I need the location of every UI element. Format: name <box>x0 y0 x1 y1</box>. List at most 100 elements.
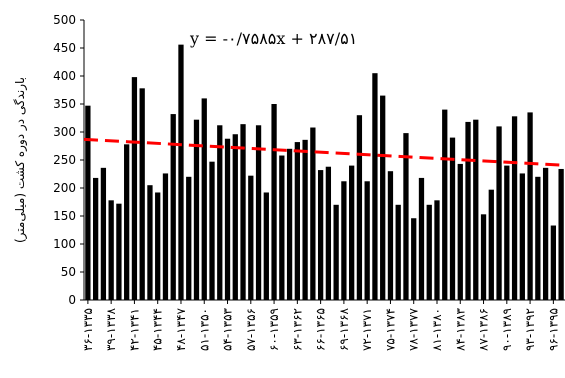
y-tick-label: 150 <box>53 209 76 223</box>
x-tick-label: ۹۶-۱۳۹۵ <box>546 308 560 351</box>
bar <box>217 125 223 300</box>
x-tick-label: ۸۱-۱۳۸۰ <box>430 308 444 351</box>
y-tick-label: 50 <box>61 265 76 279</box>
x-tick-label: ۳۶-۱۳۳۵ <box>81 308 95 351</box>
y-tick-label: 350 <box>53 97 76 111</box>
bar <box>93 177 99 300</box>
x-tick-label: ۴۵-۱۳۴۴ <box>151 308 165 351</box>
bar <box>116 203 122 300</box>
y-axis-label: بارندگی در دوره کشت (میلی‌متر) <box>13 77 28 243</box>
x-tick-label: ۶۳-۱۳۶۲ <box>290 308 304 351</box>
bar <box>449 137 456 300</box>
y-tick-label: 450 <box>53 41 76 55</box>
bar <box>333 204 339 300</box>
bar <box>201 98 207 301</box>
bar <box>418 177 425 300</box>
x-tick-label: ۹۰-۱۳۸۹ <box>500 308 514 351</box>
bar <box>426 204 432 300</box>
bar <box>286 148 293 300</box>
bar <box>178 44 184 300</box>
bar <box>387 171 394 300</box>
bar <box>224 138 231 300</box>
x-tick-label: ۶۶-۱۳۶۵ <box>314 308 328 351</box>
bar <box>372 73 378 300</box>
bar <box>403 133 409 300</box>
bar <box>85 105 91 301</box>
x-tick-label: ۷۵-۱۳۷۴ <box>383 308 397 351</box>
bar <box>124 144 130 300</box>
bar <box>434 200 440 300</box>
bar <box>209 161 215 300</box>
bar <box>108 200 114 300</box>
bar <box>232 134 238 300</box>
x-tick-label: ۳۹-۱۳۳۸ <box>104 307 118 351</box>
bar <box>302 139 308 300</box>
bar <box>155 192 161 300</box>
x-tick-label: ۶۹-۱۳۶۸ <box>337 307 351 351</box>
trendline-equation: y = -۰/۷۵۸۵x + ۲۸۷/۵۱ <box>189 29 357 48</box>
x-tick-label: ۸۴-۱۳۸۳ <box>453 307 467 351</box>
x-tick-label: ۶۰-۱۳۵۹ <box>267 308 281 351</box>
x-tick-label: ۸۷-۱۳۸۶ <box>477 308 491 351</box>
bar <box>279 155 285 300</box>
y-tick-label: 0 <box>68 293 76 307</box>
y-tick-label: 500 <box>53 13 76 27</box>
bar <box>131 77 138 301</box>
bar <box>100 167 107 300</box>
x-tick-label: ۷۲-۱۳۷۱ <box>360 308 374 351</box>
bar <box>473 119 479 301</box>
bar <box>550 225 557 300</box>
bar <box>465 121 471 300</box>
bar <box>395 204 401 300</box>
x-tick-label: ۷۸-۱۳۷۷ <box>407 307 421 351</box>
bar <box>558 168 564 300</box>
bar <box>271 104 277 300</box>
x-tick-label: ۵۴-۱۳۵۳ <box>221 307 235 351</box>
x-tick-label: ۵۱-۱۳۵۰ <box>197 308 211 351</box>
x-tick-label: ۵۷-۱۳۵۶ <box>244 308 258 351</box>
bar <box>380 95 386 300</box>
bar <box>186 176 192 300</box>
x-tick-label: ۴۲-۱۳۴۱ <box>127 308 141 351</box>
bar <box>442 109 448 300</box>
bar <box>519 173 525 300</box>
bar <box>325 166 332 300</box>
bar <box>488 189 494 300</box>
bar <box>364 181 370 300</box>
bar <box>248 175 254 300</box>
y-tick-label: 300 <box>53 125 76 139</box>
bar <box>496 126 502 301</box>
bar <box>317 170 324 300</box>
bar <box>527 112 533 301</box>
bar <box>349 165 355 300</box>
bar <box>542 167 549 300</box>
x-tick-label: ۴۸-۱۳۴۷ <box>174 307 188 351</box>
bar <box>170 114 176 300</box>
bar <box>411 218 417 300</box>
bar <box>294 142 300 300</box>
y-tick-label: 400 <box>53 69 76 83</box>
x-axis-ticks: ۳۶-۱۳۳۵ ۳۹-۱۳۳۸ ۴۲-۱۳۴۱ ۴۵-۱۳۴۴ ۴۸-۱۳۴۷ ۵۱-۱۳… <box>81 300 560 351</box>
bar <box>255 125 262 300</box>
bar <box>511 116 518 300</box>
bar <box>263 192 269 300</box>
bar <box>147 185 153 300</box>
bar <box>356 115 363 300</box>
bar <box>457 163 463 300</box>
bar <box>240 124 246 300</box>
y-tick-label: 250 <box>53 153 76 167</box>
y-tick-label: 200 <box>53 181 76 195</box>
bar <box>341 181 347 300</box>
bar <box>139 88 145 300</box>
bar <box>535 176 541 300</box>
y-axis-ticks: 0 50 100 150 200 250 300 350 400 450 500 <box>53 13 84 307</box>
x-tick-label: ۹۳-۱۳۹۲ <box>523 308 537 351</box>
trendline <box>83 137 565 167</box>
bar <box>193 119 200 301</box>
y-tick-label: 100 <box>53 237 76 251</box>
bar-series <box>85 44 564 301</box>
bar <box>480 214 487 300</box>
bar <box>504 165 510 300</box>
bar <box>162 173 169 300</box>
